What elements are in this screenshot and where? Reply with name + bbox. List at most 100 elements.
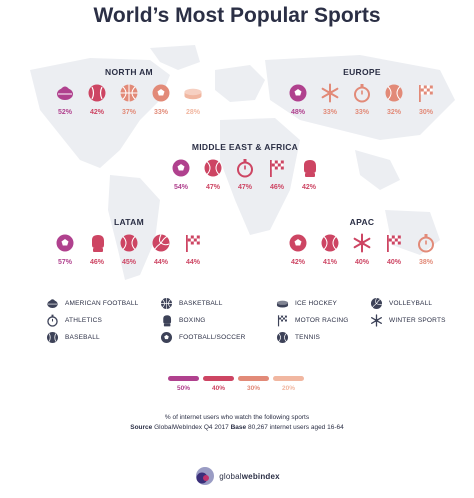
stat-winter-sports: 40% — [349, 233, 375, 266]
boxing-icon — [92, 235, 104, 252]
region-stats: 52% 42% 37% 33% 28% — [52, 83, 206, 116]
legend-winter-sports: WINTER SPORTS — [370, 314, 446, 327]
winter-sports-icon — [371, 314, 382, 327]
stat-baseball: 42% — [84, 83, 110, 116]
football-soccer-icon — [289, 234, 307, 252]
brand-text-webindex: webindex — [241, 471, 280, 481]
stat-athletics: 33% — [349, 83, 375, 116]
basketball-icon — [160, 297, 173, 310]
stat-percent: 32% — [386, 109, 401, 116]
legend-label: ATHLETICS — [65, 317, 103, 324]
stat-percent: 33% — [153, 109, 168, 116]
tennis-icon — [385, 84, 403, 102]
stat-motor-racing: 40% — [381, 233, 407, 266]
region-north-am: NORTH AM 52% 42% 37% 33% 28% — [52, 67, 206, 116]
legend-label: BASEBALL — [65, 334, 100, 341]
legend-label: ICE HOCKEY — [295, 300, 338, 307]
sport-legend: AMERICAN FOOTBALL ATHLETICS BASEBALL BASKET… — [0, 297, 474, 357]
american-football-icon — [47, 299, 58, 309]
volleyball-icon — [152, 234, 170, 252]
region-middle-east-africa: MIDDLE EAST & AFRICA 54% 47% 47% 46% 42% — [168, 142, 322, 191]
stat-percent: 44% — [153, 259, 168, 266]
footnote-source: Source GlobalWebIndex Q4 2017 Base 80,26… — [0, 424, 474, 431]
stat-basketball: 37% — [116, 83, 142, 116]
ice-hockey-icon — [276, 300, 289, 308]
motor-racing-icon — [270, 160, 284, 177]
legend-basketball: BASKETBALL — [160, 297, 223, 310]
stat-percent: 52% — [57, 109, 72, 116]
scale-bar — [168, 376, 199, 381]
stat-football-soccer: 42% — [285, 233, 311, 266]
motor-racing-icon — [277, 315, 287, 327]
legend-athletics: ATHLETICS — [46, 314, 102, 327]
base-text: 80,267 internet users aged 16-64 — [247, 424, 344, 431]
scale-p50: 50% — [168, 376, 199, 392]
world-map — [30, 45, 455, 280]
stat-football-soccer: 48% — [285, 83, 311, 116]
stat-motor-racing: 46% — [264, 158, 290, 191]
scale-label: 20% — [281, 385, 295, 392]
tennis-icon — [120, 234, 138, 252]
legend-boxing: BOXING — [160, 314, 205, 327]
stat-boxing: 42% — [296, 158, 322, 191]
scale-p20: 20% — [273, 376, 304, 392]
brand-logo: globalwebindex — [0, 466, 474, 486]
tennis-icon — [276, 331, 289, 344]
stat-percent: 42% — [89, 109, 104, 116]
stat-american-football: 52% — [52, 83, 78, 116]
legend-label: WINTER SPORTS — [389, 317, 446, 324]
stat-percent: 33% — [354, 109, 369, 116]
football-soccer-icon — [172, 159, 190, 177]
region-stats: 57% 46% 45% 44% 44% — [52, 233, 206, 266]
stat-percent: 42% — [290, 259, 305, 266]
winter-sports-icon — [353, 233, 371, 253]
stat-tennis: 47% — [200, 158, 226, 191]
stat-percent: 46% — [269, 184, 284, 191]
legend-tennis: TENNIS — [276, 331, 320, 344]
scale-label: 50% — [176, 385, 190, 392]
scale-bar — [203, 376, 234, 381]
motor-racing-icon — [186, 235, 200, 252]
stat-percent: 44% — [185, 259, 200, 266]
football-soccer-icon — [289, 84, 307, 102]
legend-label: FOOTBALL/SOCCER — [179, 334, 246, 341]
stat-percent: 40% — [354, 259, 369, 266]
stat-percent: 47% — [237, 184, 252, 191]
globalwebindex-logo-icon — [196, 467, 215, 485]
football-soccer-icon — [152, 84, 170, 102]
stat-boxing: 46% — [84, 233, 110, 266]
legend-motor-racing: MOTOR RACING — [276, 314, 349, 327]
stat-winter-sports: 33% — [317, 83, 343, 116]
scale-p40: 40% — [203, 376, 234, 392]
stat-tennis: 45% — [116, 233, 142, 266]
motor-racing-icon — [419, 85, 433, 102]
stat-percent: 48% — [290, 109, 305, 116]
legend-label: TENNIS — [295, 334, 321, 341]
stat-percent: 42% — [301, 184, 316, 191]
region-europe: EUROPE 48% 33% 33% 32% 30% — [285, 67, 439, 116]
region-title: MIDDLE EAST & AFRICA — [191, 142, 299, 152]
region-latam: LATAM 57% 46% 45% 44% 44% — [52, 217, 206, 266]
stat-percent: 40% — [386, 259, 401, 266]
scale-label: 40% — [211, 385, 225, 392]
tennis-icon — [321, 234, 339, 252]
stat-ice-hockey: 28% — [180, 83, 206, 116]
legend-ice-hockey: ICE HOCKEY — [276, 297, 337, 310]
stat-percent: 38% — [418, 259, 433, 266]
legend-volleyball: VOLLEYBALL — [370, 297, 432, 310]
baseball-icon — [46, 331, 59, 344]
legend-american-football: AMERICAN FOOTBALL — [46, 297, 138, 310]
winter-sports-icon — [321, 83, 339, 103]
athletics-icon — [354, 84, 370, 103]
tennis-icon — [204, 159, 222, 177]
stat-percent: 41% — [322, 259, 337, 266]
region-title: LATAM — [114, 217, 144, 227]
legend-label: BASKETBALL — [179, 300, 223, 307]
stat-football-soccer: 33% — [148, 83, 174, 116]
basketball-icon — [120, 84, 138, 102]
athletics-icon — [418, 234, 434, 253]
athletics-icon — [237, 159, 253, 178]
stat-football-soccer: 57% — [52, 233, 78, 266]
region-title: NORTH AM — [105, 67, 153, 77]
legend-label: BOXING — [179, 317, 206, 324]
